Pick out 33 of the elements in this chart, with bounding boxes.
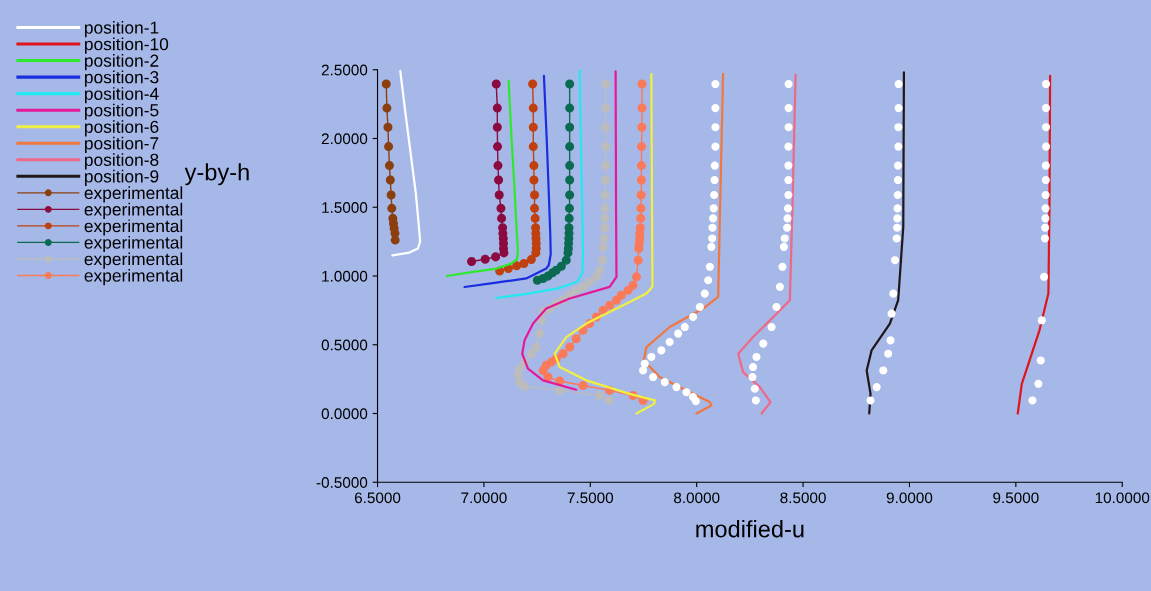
legend-label: position-9 <box>85 169 159 186</box>
y-tick-label: 2.5000 <box>321 64 368 76</box>
legend-label: experimental <box>84 268 183 286</box>
legend-label: experimental <box>84 235 183 253</box>
x-tick-label: 7.0000 <box>461 492 507 504</box>
legend-label: position-8 <box>85 153 159 170</box>
x-tick-label: 9.5000 <box>993 492 1039 504</box>
x-axis-title: modified-u <box>696 520 804 538</box>
x-tick-label: 7.5000 <box>567 492 614 504</box>
legend-label: position-5 <box>85 103 159 120</box>
legend-label: position-6 <box>85 120 159 137</box>
x-tick-label: 10.0000 <box>1095 492 1150 504</box>
legend-label: position-4 <box>85 87 159 104</box>
y-tick-label: 0.0000 <box>321 408 368 420</box>
legend-label: position-2 <box>85 54 159 71</box>
y-tick-label: 1.5000 <box>322 202 368 213</box>
y-tick-label: 2.0000 <box>321 133 368 145</box>
legend-label: position-1 <box>85 21 159 38</box>
legend-label: experimental <box>84 219 183 236</box>
y-tick-label: 1.0000 <box>322 270 368 282</box>
legend-label: position-7 <box>85 136 159 153</box>
y-axis-title: y-by-h <box>184 163 249 186</box>
legend-label: experimental <box>84 202 183 220</box>
legend-label: position-10 <box>85 37 169 54</box>
x-tick-label: 6.5000 <box>354 492 401 504</box>
legend-label: experimental <box>84 252 183 269</box>
y-tick-label: 0.5000 <box>321 339 368 351</box>
legend-label: position-3 <box>85 70 159 87</box>
x-tick-label: 9.0000 <box>886 492 933 504</box>
x-tick-label: 8.0000 <box>673 492 720 504</box>
legend-label: experimental <box>84 186 183 203</box>
y-tick-label: -0.5000 <box>316 477 368 488</box>
x-tick-label: 8.5000 <box>780 492 826 504</box>
